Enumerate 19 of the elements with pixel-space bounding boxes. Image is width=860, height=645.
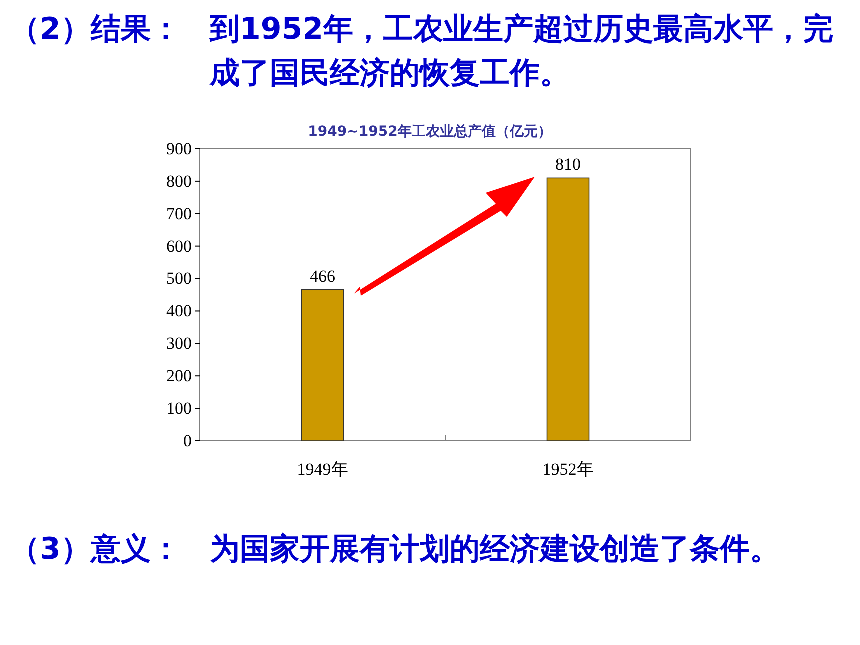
- y-tick-label: 100: [166, 398, 192, 418]
- text: （2）结果：: [10, 11, 182, 49]
- x-tick-label: 1949年: [297, 460, 348, 480]
- text: 为国家开展有计划的经济建设创造了条件。: [210, 531, 781, 569]
- y-tick-label: 0: [184, 431, 192, 450]
- y-tick-label: 200: [166, 366, 192, 386]
- text: 到1952年，工农业生产超过历史最高水平，完成了国民经济的恢复工作。: [210, 11, 834, 93]
- data-label: 810: [556, 155, 581, 174]
- y-tick-label: 700: [166, 204, 192, 224]
- y-tick-label: 400: [166, 302, 192, 321]
- x-tick-label: 1952年: [542, 460, 594, 480]
- text: （3）意义：: [10, 531, 182, 569]
- y-tick-label: 800: [166, 172, 192, 191]
- y-tick-label: 900: [166, 139, 192, 158]
- chart-title: 1949~1952年工农业总产值（亿元）: [308, 123, 552, 140]
- data-label: 466: [310, 266, 336, 286]
- y-tick-label: 300: [166, 334, 192, 354]
- y-tick-label: 500: [166, 269, 192, 288]
- y-tick-label: 600: [166, 236, 192, 256]
